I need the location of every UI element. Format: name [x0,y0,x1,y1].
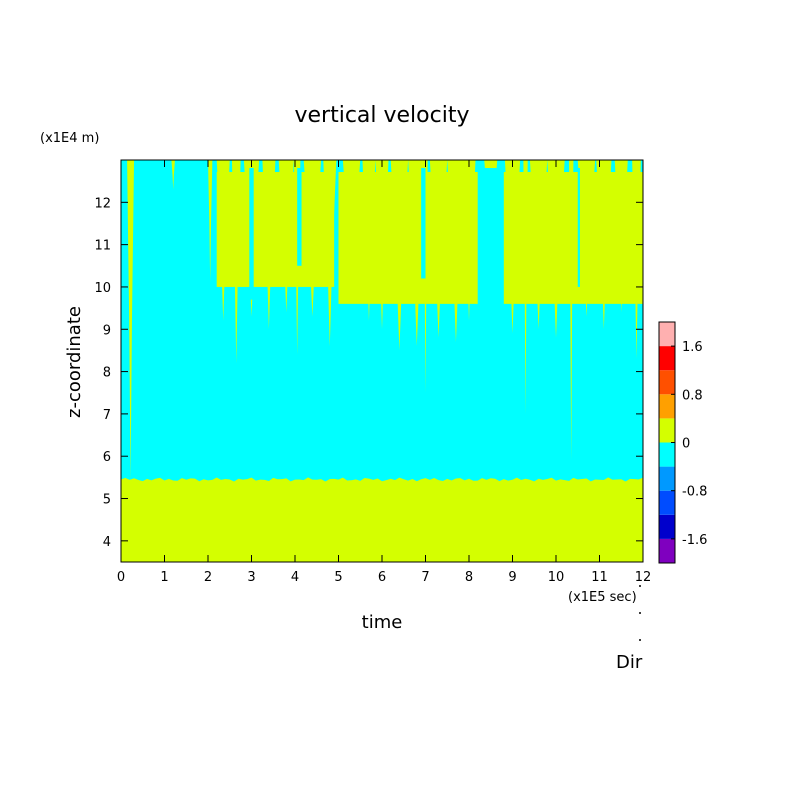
x-tick-label: 10 [548,570,565,585]
colorbar-segment [659,418,675,443]
upper-spike-0 [127,160,135,480]
y-axis-label: z-coordinate [64,306,85,418]
x-tick-label: 3 [247,570,255,585]
footer-label: Dir [616,652,643,673]
upper-gap-0 [249,168,254,300]
upper-spike-1 [171,160,175,190]
y-tick-label: 5 [103,493,111,508]
footer-dot-2 [639,612,641,614]
colorbar-label: -1.6 [682,533,707,548]
colorbar-segment [659,514,675,539]
colorbar-label: 0.8 [682,388,703,403]
y-axis-ticks: 4 5 6 7 8 9 10 11 12 [94,196,643,550]
upper-gap-1 [297,168,302,266]
colorbar: -1.6 -0.8 0 0.8 1.6 [658,321,707,564]
x-tick-label: 6 [378,570,386,585]
field-lower-layer [121,477,643,562]
y-tick-label: 4 [103,535,111,550]
x-tick-label: 1 [160,570,168,585]
upper-gap-3 [482,168,502,313]
footer-dot-1 [639,585,641,587]
chart-title: vertical velocity [294,103,469,128]
y-tick-label: 9 [103,323,111,338]
colorbar-segment [659,370,675,395]
y-tick-label: 7 [103,408,111,423]
y-tick-label: 6 [103,450,111,465]
x-tick-label: 11 [591,570,608,585]
x-axis-ticks: 0 1 2 3 4 5 6 7 8 9 10 11 12 [117,160,651,585]
colorbar-segment [659,394,675,419]
plot-area [120,159,644,563]
upper-block-1 [338,172,478,304]
x-tick-label: 9 [508,570,516,585]
upper-spike-2 [208,160,213,283]
upper-block-0 [216,172,335,287]
footer-dot-3 [639,639,641,641]
y-tick-label: 8 [103,366,111,381]
x-axis-label: time [362,612,403,633]
upper-block-2 [503,172,643,304]
y-unit-label: (x1E4 m) [40,131,99,146]
colorbar-segment [659,538,675,563]
colorbar-label: 0 [682,437,690,452]
y-tick-label: 10 [94,281,111,296]
upper-gap-2 [421,168,426,279]
colorbar-label: -0.8 [682,485,707,500]
x-tick-label: 2 [204,570,212,585]
x-tick-label: 8 [465,570,473,585]
y-tick-label: 12 [94,196,111,211]
x-unit-label: (x1E5 sec) [568,590,637,605]
colorbar-segment [659,346,675,371]
colorbar-segment [659,466,675,491]
colorbar-segment [659,490,675,515]
upper-gap-4 [577,168,580,287]
y-tick-label: 11 [94,239,111,254]
x-tick-label: 4 [291,570,299,585]
x-tick-label: 5 [334,570,342,585]
x-tick-label: 12 [635,570,652,585]
colorbar-segment [659,442,675,467]
colorbar-label: 1.6 [682,340,703,355]
x-tick-label: 7 [421,570,429,585]
colorbar-segment [659,322,675,347]
x-tick-label: 0 [117,570,125,585]
